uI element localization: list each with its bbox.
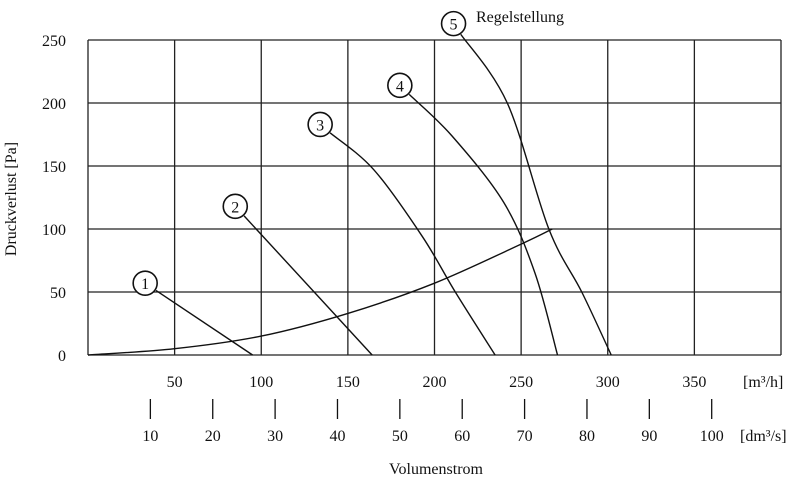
y-tick-label: 0 [58,348,66,365]
marker-circle-4 [387,72,413,99]
marker-label-1: 1 [141,276,149,293]
x-unit-secondary: [dm³/s] [740,428,787,445]
x-axis-label: Volumenstrom [389,461,483,478]
x-tick-label-primary: 300 [596,374,620,391]
marker-circle-5 [440,10,467,37]
y-axis-label: Druckverlust [Pa] [3,142,20,256]
marker-label-3: 3 [316,117,324,134]
curve-position-3 [329,132,496,356]
x-tick-label-secondary: 60 [454,428,470,445]
x-tick-label-secondary: 90 [641,428,657,445]
y-tick-label: 100 [42,222,66,239]
curve-position-1 [155,289,253,356]
marker-label-2: 2 [231,199,239,216]
x-tick-label-primary: 50 [167,374,183,391]
x-tick-label-primary: 200 [423,374,447,391]
x-tick-label-secondary: 50 [392,428,408,445]
marker-circle-3 [307,111,333,138]
x-tick-label-secondary: 100 [700,428,724,445]
marker-circle-2 [222,193,249,220]
x-tick-label-primary: 100 [249,374,273,391]
x-tick-label-primary: 350 [682,374,706,391]
x-tick-label-secondary: 30 [267,428,283,445]
marker-layer: 1 2 3 4 5 [132,10,467,296]
curve-layer [87,33,612,356]
curve-position-4 [408,93,559,356]
curve-position-5 [460,33,612,356]
marker-label-4: 4 [396,78,404,95]
y-tick-label: 150 [42,159,66,176]
y-tick-label: 50 [50,285,66,302]
y-tick-label: 200 [42,96,66,113]
x-tick-label-secondary: 70 [517,428,533,445]
x-tick-label-secondary: 80 [579,428,595,445]
x-tick-label-primary: 150 [336,374,360,391]
x-unit-primary: [m³/h] [743,374,783,391]
legend-title: Regelstellung [476,9,564,26]
system-curve [87,228,553,356]
x-tick-label-secondary: 20 [205,428,221,445]
marker-label-5: 5 [450,17,458,34]
y-tick-label: 250 [42,33,66,50]
x-tick-label-secondary: 10 [142,428,158,445]
x-tick-label-primary: 250 [509,374,533,391]
marker-circle-1 [132,270,158,296]
x-tick-label-secondary: 40 [329,428,345,445]
grid-layer [87,39,782,356]
curve-position-2 [243,215,373,356]
